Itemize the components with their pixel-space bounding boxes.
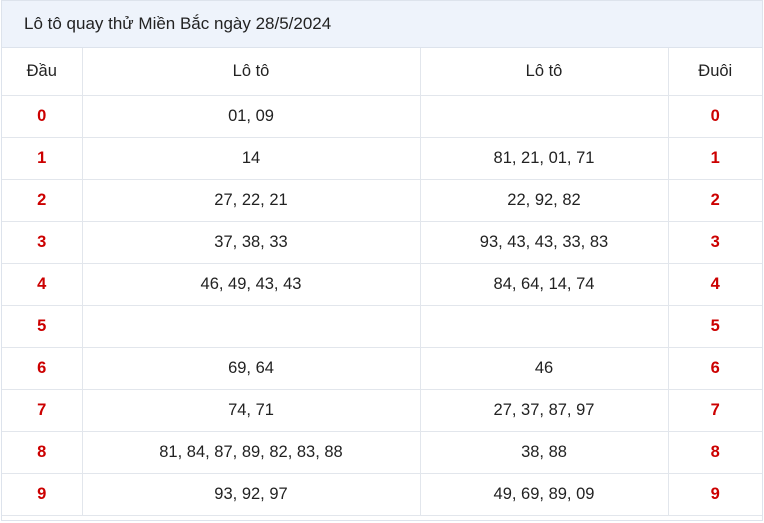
table-row: 0 01, 09 0 [2,95,762,138]
cell-duoi: 5 [668,305,762,348]
table-row: 9 93, 92, 97 49, 69, 89, 09 9 [2,473,762,516]
cell-loto-1: 27, 22, 21 [82,179,421,222]
column-header-loto-2: Lô tô [420,48,669,96]
cell-loto-2 [420,305,669,348]
table-row: 7 74, 71 27, 37, 87, 97 7 [2,389,762,432]
cell-dau: 5 [2,305,83,348]
page-title: Lô tô quay thử Miền Bắc ngày 28/5/2024 [24,14,332,33]
table-row: 2 27, 22, 21 22, 92, 82 2 [2,179,762,222]
cell-duoi: 9 [668,473,762,516]
cell-dau: 9 [2,473,83,516]
cell-loto-1: 01, 09 [82,95,421,138]
cell-duoi: 8 [668,431,762,474]
cell-dau: 1 [2,137,83,180]
cell-loto-2: 93, 43, 43, 33, 83 [420,221,669,264]
cell-duoi: 7 [668,389,762,432]
cell-loto-2: 27, 37, 87, 97 [420,389,669,432]
cell-duoi: 4 [668,263,762,306]
cell-loto-1: 74, 71 [82,389,421,432]
table-row: 8 81, 84, 87, 89, 82, 83, 88 38, 88 8 [2,431,762,474]
column-header-loto-1: Lô tô [82,48,421,96]
table-row: 6 69, 64 46 6 [2,347,762,390]
table-row: 3 37, 38, 33 93, 43, 43, 33, 83 3 [2,221,762,264]
cell-loto-1 [82,305,421,348]
cell-loto-1: 46, 49, 43, 43 [82,263,421,306]
cell-loto-1: 69, 64 [82,347,421,390]
cell-loto-2: 81, 21, 01, 71 [420,137,669,180]
loto-table: Đầu Lô tô Lô tô Đuôi 0 01, 09 0 1 14 81, 21, … [2,48,762,516]
cell-dau: 0 [2,95,83,138]
cell-duoi: 1 [668,137,762,180]
table-row: 1 14 81, 21, 01, 71 1 [2,137,762,180]
cell-dau: 6 [2,347,83,390]
table-row: 4 46, 49, 43, 43 84, 64, 14, 74 4 [2,263,762,306]
column-header-row: Đầu Lô tô Lô tô Đuôi [2,48,762,96]
column-header-dau: Đầu [2,48,83,96]
cell-loto-1: 14 [82,137,421,180]
cell-loto-2 [420,95,669,138]
cell-loto-2: 49, 69, 89, 09 [420,473,669,516]
cell-dau: 2 [2,179,83,222]
cell-loto-2: 38, 88 [420,431,669,474]
cell-loto-1: 93, 92, 97 [82,473,421,516]
cell-duoi: 0 [668,95,762,138]
cell-loto-1: 37, 38, 33 [82,221,421,264]
cell-loto-1: 81, 84, 87, 89, 82, 83, 88 [82,431,421,474]
cell-duoi: 3 [668,221,762,264]
column-header-duoi: Đuôi [668,48,762,96]
cell-loto-2: 46 [420,347,669,390]
cell-dau: 3 [2,221,83,264]
cell-dau: 8 [2,431,83,474]
cell-loto-2: 84, 64, 14, 74 [420,263,669,306]
cell-duoi: 2 [668,179,762,222]
cell-dau: 4 [2,263,83,306]
table-header-bar: Lô tô quay thử Miền Bắc ngày 28/5/2024 [2,1,762,48]
cell-duoi: 6 [668,347,762,390]
cell-dau: 7 [2,389,83,432]
cell-loto-2: 22, 92, 82 [420,179,669,222]
